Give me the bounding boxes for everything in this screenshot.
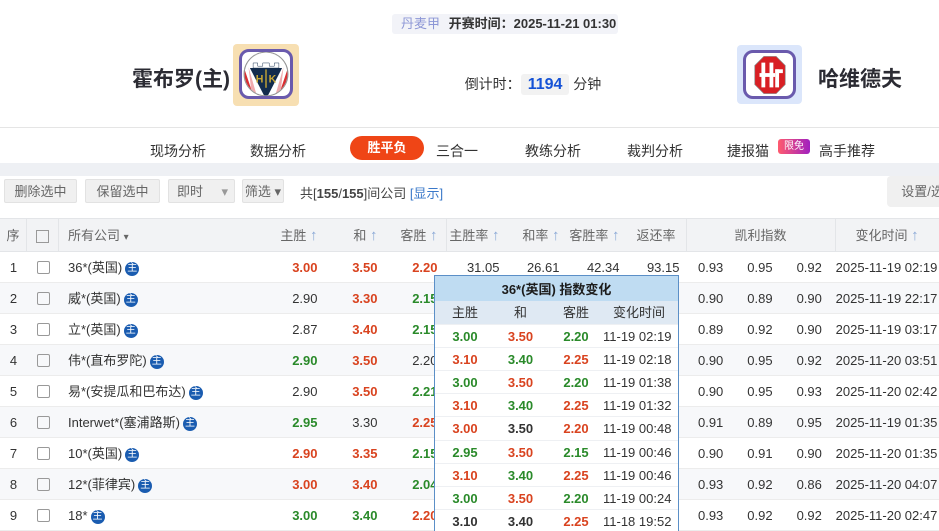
svg-text:K: K (269, 73, 277, 85)
svg-text:H: H (256, 73, 264, 85)
